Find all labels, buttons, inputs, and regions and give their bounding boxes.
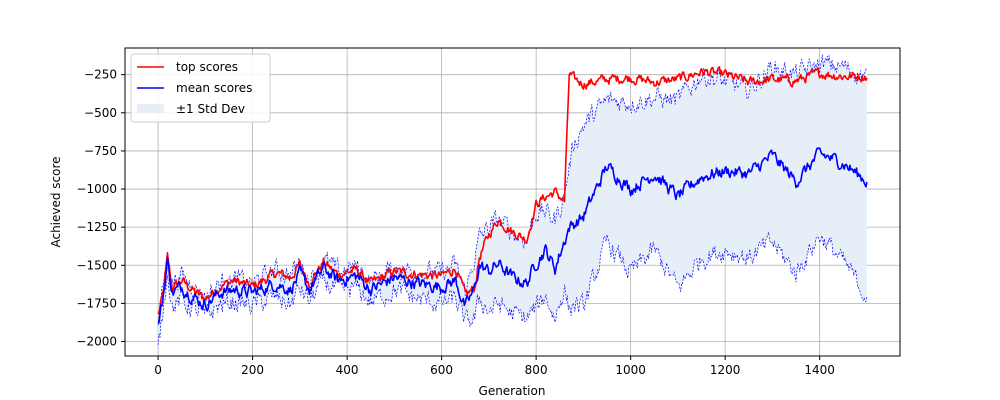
y-tick-label: −1750 [76,296,117,310]
y-axis-label: Achieved score [49,156,63,247]
std-dev-band [158,54,867,345]
x-tick-label: 600 [430,363,453,377]
series-lines [157,54,868,345]
y-tick-label: −1000 [76,182,117,196]
x-tick-label: 1200 [710,363,741,377]
mean-minus-std-line [157,231,868,345]
y-tick-label: −750 [84,144,117,158]
y-tick-label: −250 [84,68,117,82]
mean-plus-std-line [157,54,868,326]
x-tick-label: 0 [154,363,162,377]
legend-box [130,53,271,123]
x-tick-label: 1000 [615,363,646,377]
y-axis: −2000 −1750 −1500 −1250 −1000 −750 −500 −250 [76,68,125,349]
x-axis: 0 200 400 600 800 1000 1200 1400 [154,356,835,377]
legend-swatch [137,104,164,113]
std-band [158,54,867,345]
legend-entry-label: top scores [176,60,238,74]
y-tick-label: −1500 [76,258,117,272]
y-tick-label: −2000 [76,335,117,349]
top-scores-line [157,66,868,315]
x-tick-label: 1400 [804,363,835,377]
y-tick-label: −1250 [76,220,117,234]
plot-frame [124,47,901,357]
legend-entry-label: mean scores [176,81,252,95]
legend: top scores mean scores ±1 Std Dev [130,53,271,123]
x-tick-label: 200 [241,363,264,377]
x-tick-label: 800 [525,363,548,377]
y-tick-label: −500 [84,106,117,120]
legend-entry-label: ±1 Std Dev [176,102,245,116]
mean-scores-line [157,147,868,324]
x-tick-label: 400 [336,363,359,377]
x-axis-label: Generation [479,384,546,398]
